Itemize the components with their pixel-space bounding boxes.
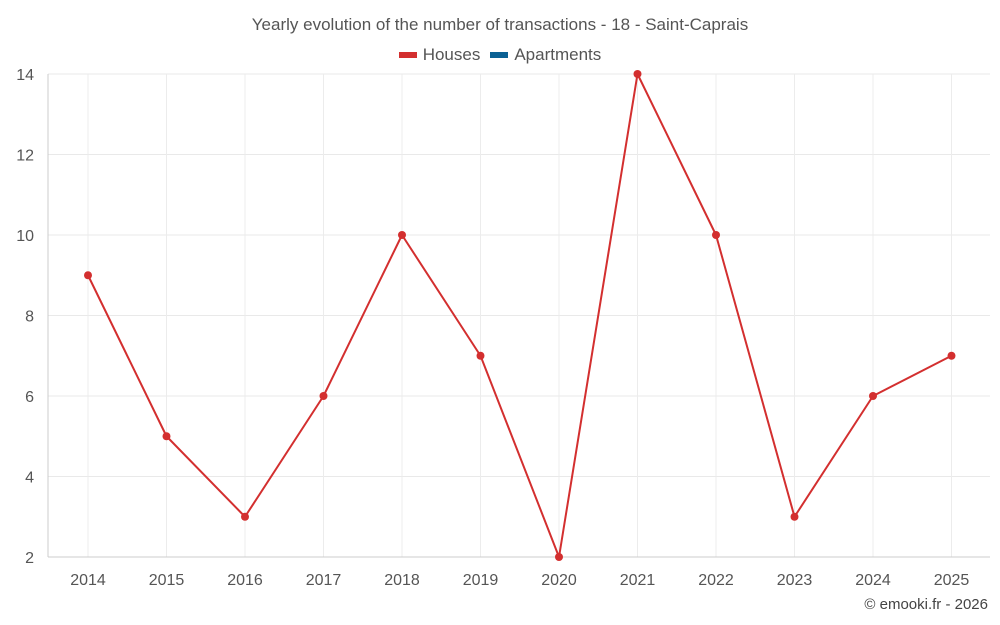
x-tick-label: 2017 (306, 572, 342, 589)
x-tick-label: 2014 (70, 572, 106, 589)
legend-item-houses[interactable]: Houses (398, 45, 481, 65)
x-tick-label: 2024 (855, 572, 891, 589)
data-point-houses[interactable] (712, 231, 720, 239)
y-axis-labels: 2 4 6 8 10 12 14 (16, 67, 34, 567)
y-tick-label: 8 (25, 309, 34, 326)
data-point-houses[interactable] (790, 512, 799, 521)
legend-swatch-apartments (490, 52, 509, 58)
x-tick-label: 2018 (384, 572, 420, 589)
x-tick-label: 2016 (227, 572, 263, 589)
y-tick-label: 10 (16, 228, 34, 245)
axes (47, 74, 990, 558)
y-tick-label: 12 (16, 148, 34, 165)
x-tick-label: 2025 (934, 572, 970, 589)
y-tick-label: 2 (25, 550, 34, 567)
data-point-houses[interactable] (84, 271, 92, 280)
data-point-houses[interactable] (319, 392, 328, 400)
credit-text: © emooki.fr - 2026 (864, 596, 988, 613)
series-points (84, 70, 956, 561)
x-tick-label: 2022 (698, 572, 734, 589)
data-point-houses[interactable] (633, 70, 642, 78)
data-point-houses[interactable] (869, 392, 877, 400)
x-tick-label: 2019 (463, 572, 499, 589)
legend-item-apartments[interactable]: Apartments (490, 45, 601, 65)
data-point-houses[interactable] (398, 231, 406, 239)
x-tick-label: 2020 (541, 572, 577, 589)
x-tick-label: 2023 (777, 572, 813, 589)
data-point-houses[interactable] (476, 351, 485, 360)
data-point-houses[interactable] (162, 432, 171, 441)
y-tick-label: 6 (25, 389, 34, 406)
series-line-houses (87, 73, 952, 558)
data-point-houses[interactable] (555, 553, 563, 561)
x-tick-label: 2015 (149, 572, 185, 589)
chart-title: Yearly evolution of the number of transa… (251, 15, 749, 34)
x-axis-labels: 2014 2015 2016 2017 2018 2019 2020 2021 2022 2023… (70, 572, 969, 589)
y-tick-label: 14 (16, 67, 34, 84)
legend-swatch-houses (398, 52, 417, 58)
chart-legend: Houses Apartments (0, 45, 1000, 65)
y-tick-label: 4 (25, 470, 34, 487)
data-point-houses[interactable] (947, 351, 956, 360)
data-point-houses[interactable] (241, 512, 249, 521)
grid-lines (48, 73, 990, 557)
legend-label-apartments: Apartments (514, 45, 602, 64)
series-lines (87, 73, 952, 558)
x-tick-label: 2021 (620, 572, 656, 589)
legend-label-houses: Houses (422, 45, 481, 64)
